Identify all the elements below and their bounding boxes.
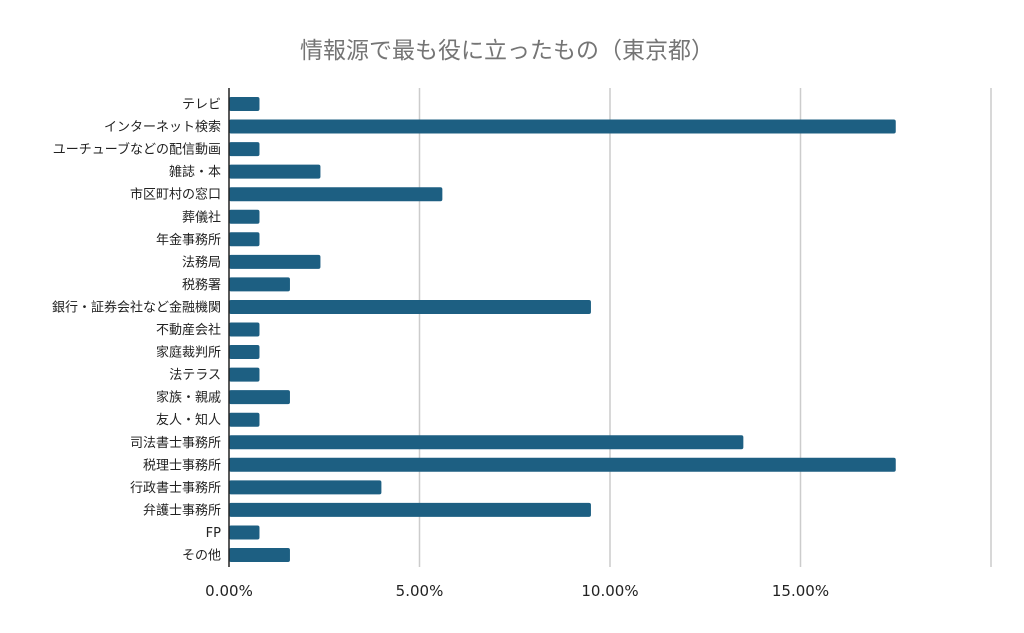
- bar: [229, 502, 591, 517]
- x-tick-label: 10.00%: [581, 582, 638, 600]
- bar: [229, 299, 591, 314]
- bar: [229, 390, 290, 405]
- bar: [229, 209, 260, 224]
- bar: [229, 412, 260, 427]
- x-tick-labels: 0.00% 5.00% 10.00% 15.00%: [205, 582, 829, 600]
- category-label: インターネット検索: [104, 120, 221, 135]
- category-label: 雑誌・本: [169, 164, 221, 180]
- bar: [229, 164, 321, 179]
- gridlines: [418, 88, 992, 567]
- bar: [229, 277, 290, 292]
- bar: [229, 525, 260, 540]
- category-label: 税務署: [182, 278, 221, 293]
- category-label: 市区町村の窓口: [130, 187, 221, 203]
- category-label: 家庭裁判所: [156, 345, 221, 361]
- x-tick-label: 15.00%: [772, 582, 829, 600]
- bar: [229, 457, 896, 472]
- bar: [229, 119, 896, 134]
- category-label: 税理士事務所: [143, 458, 221, 473]
- x-tick-label: 5.00%: [396, 582, 444, 600]
- bar: [229, 322, 260, 337]
- bar: [229, 435, 744, 450]
- chart-title: 情報源で最も役に立ったもの（東京都）: [300, 38, 714, 64]
- category-label: 法テラス: [169, 368, 221, 383]
- category-label: ユーチューブなどの配信動画: [53, 142, 221, 158]
- bar: [229, 232, 260, 247]
- category-label: FP: [206, 526, 221, 541]
- bar: [229, 187, 443, 202]
- bar: [229, 548, 290, 562]
- category-label: 司法書士事務所: [130, 436, 221, 451]
- category-label: テレビ: [182, 98, 221, 113]
- bar: [229, 480, 382, 495]
- bars: [229, 97, 896, 562]
- x-tick-label: 0.00%: [205, 582, 253, 600]
- category-label: 年金事務所: [156, 232, 221, 248]
- bar: [229, 367, 260, 382]
- category-label: 銀行・証券会社など金融機関: [52, 299, 221, 315]
- category-label: 不動産会社: [156, 322, 221, 338]
- category-label: 法務局: [182, 255, 221, 270]
- category-label: 弁護士事務所: [143, 502, 221, 518]
- category-label: その他: [182, 549, 221, 564]
- bar: [229, 254, 321, 269]
- bar: [229, 142, 260, 157]
- category-label: 家族・親戚: [156, 390, 221, 406]
- category-labels: テレビインターネット検索ユーチューブなどの配信動画雑誌・本市区町村の窓口葬儀社年…: [52, 98, 221, 564]
- bar: [229, 345, 260, 360]
- category-label: 友人・知人: [156, 412, 221, 428]
- category-label: 葬儀社: [182, 209, 221, 225]
- category-label: 行政書士事務所: [130, 481, 221, 496]
- bar: [229, 97, 260, 111]
